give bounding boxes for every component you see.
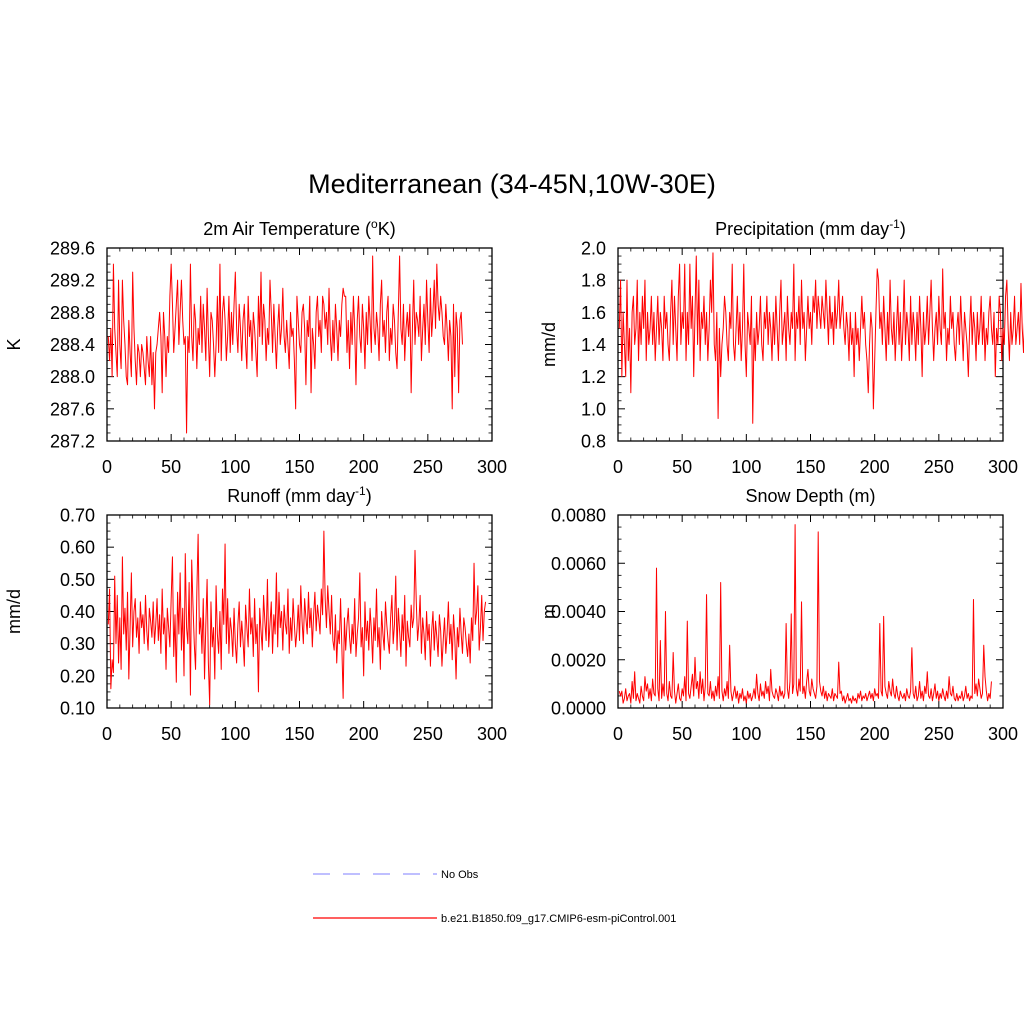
y-axis-label: m [539,604,559,619]
x-tick-label: 300 [988,457,1018,477]
x-tick-label: 0 [102,724,112,744]
y-tick-label: 1.6 [581,303,606,323]
y-axis-label: K [4,338,24,350]
legend-label: No Obs [441,869,479,881]
y-tick-label: 0.0000 [551,699,606,719]
x-tick-label: 150 [795,724,825,744]
y-tick-label: 0.20 [60,666,95,686]
y-tick-label: 0.40 [60,602,95,622]
x-tick-label: 50 [161,457,181,477]
series-line [107,530,487,706]
x-tick-label: 200 [860,457,890,477]
panels: 2m Air Temperature (oK) K 0 50 100 150 200 250 3… [4,217,1024,744]
y-tick-label: 1.8 [581,271,606,291]
y-tick-label: 1.0 [581,399,606,419]
x-tick-label: 150 [284,724,314,744]
y-tick-label: 0.0060 [551,554,606,574]
panel-title: 2m Air Temperature (oK) [203,217,395,239]
x-tick-label: 50 [672,457,692,477]
x-tick-label: 150 [284,457,314,477]
x-tick-label: 250 [413,724,443,744]
x-tick-label: 0 [613,724,623,744]
legend-item: No Obs [313,869,479,881]
y-tick-label: 288.0 [50,367,95,387]
y-tick-label: 0.70 [60,506,95,526]
x-tick-label: 200 [860,724,890,744]
y-tick-label: 2.0 [581,239,606,259]
y-tick-label: 288.4 [50,335,95,355]
y-tick-label: 0.8 [581,432,606,452]
series-line [618,524,992,704]
y-tick-label: 0.0040 [551,602,606,622]
series-line [618,252,1024,424]
x-tick-label: 250 [924,724,954,744]
y-axis-label: mm/d [4,589,24,634]
y-tick-label: 289.6 [50,239,95,259]
y-tick-label: 289.2 [50,271,95,291]
x-tick-label: 300 [477,457,507,477]
y-tick-label: 287.2 [50,432,95,452]
y-tick-label: 0.30 [60,634,95,654]
x-tick-label: 100 [220,457,250,477]
x-tick-label: 300 [988,724,1018,744]
y-tick-label: 287.6 [50,399,95,419]
y-tick-label: 0.10 [60,699,95,719]
x-tick-label: 0 [102,457,112,477]
legend-item: b.e21.B1850.f09_g17.CMIP6-esm-piControl.… [313,913,676,925]
x-tick-label: 100 [731,724,761,744]
chart-panel: Precipitation (mm day-1) mm/d 0 50 100 150 200… [539,217,1024,477]
y-tick-label: 1.2 [581,367,606,387]
x-tick-label: 50 [161,724,181,744]
panel-title: Snow Depth (m) [745,486,875,506]
figure-title: Mediterranean (34-45N,10W-30E) [308,169,716,199]
y-tick-label: 1.4 [581,335,606,355]
x-tick-label: 300 [477,724,507,744]
x-tick-label: 250 [924,457,954,477]
x-tick-label: 100 [731,457,761,477]
chart-panel: Snow Depth (m) m 0 50 100 150 200 250 300 0.0000 0… [539,486,1018,744]
x-tick-label: 100 [220,724,250,744]
y-axis-label: mm/d [539,322,559,367]
series-line [107,255,463,434]
legend-label: b.e21.B1850.f09_g17.CMIP6-esm-piControl.… [441,913,676,925]
x-tick-label: 50 [672,724,692,744]
y-tick-label: 0.60 [60,538,95,558]
y-tick-label: 0.0080 [551,506,606,526]
x-tick-label: 200 [349,457,379,477]
y-tick-label: 288.8 [50,303,95,323]
panel-title: Precipitation (mm day-1) [715,217,906,239]
y-tick-label: 0.0020 [551,650,606,670]
x-tick-label: 0 [613,457,623,477]
y-tick-label: 0.50 [60,570,95,590]
x-tick-label: 250 [413,457,443,477]
chart-panel: Runoff (mm day-1) mm/d 0 50 100 150 200 250 300 0… [4,484,507,744]
legend: No Obs b.e21.B1850.f09_g17.CMIP6-esm-piCo… [313,869,676,925]
chart-panel: 2m Air Temperature (oK) K 0 50 100 150 200 250 3… [4,217,507,477]
x-tick-label: 200 [349,724,379,744]
panel-title: Runoff (mm day-1) [227,484,371,506]
x-tick-label: 150 [795,457,825,477]
